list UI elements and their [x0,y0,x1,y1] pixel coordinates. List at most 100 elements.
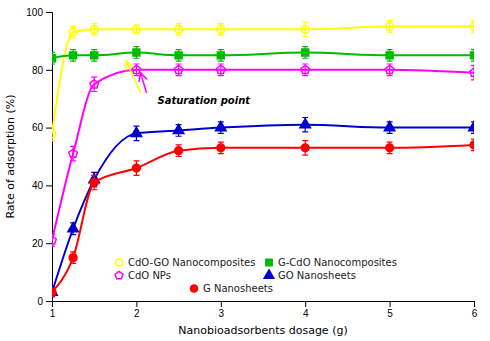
point [90,179,98,187]
series-line [52,70,474,241]
error-bar [70,50,76,62]
point [301,25,309,33]
y-tick-mark [46,243,52,244]
x-tick: 6 [472,301,478,319]
point [216,122,227,131]
point [173,124,184,133]
point [132,65,141,73]
x-tick-label: 5 [387,308,393,319]
x-tick-label: 2 [134,308,140,319]
annotations: Saturation point [126,61,251,106]
x-axis-line [53,302,475,308]
chart-container: 123456020406080100Nanobioadsorbents dosa… [0,0,490,341]
point [300,119,311,128]
legend-item: G-CdO Nanocomposites [266,257,397,268]
point [52,288,56,296]
error-bar [52,288,55,297]
point [301,65,310,73]
legend-symbol [115,259,122,266]
error-bar [91,175,97,189]
point [175,25,183,33]
error-bar [91,24,97,36]
error-bar [218,24,224,36]
legend-item: CdO NPs [115,270,171,281]
y-tick: 0 [37,296,52,307]
y-tick: 80 [32,65,52,76]
error-bar [70,252,76,264]
point [133,49,140,56]
point [470,68,474,76]
point [131,127,142,136]
point [175,147,183,155]
error-bar [302,22,308,36]
x-tick: 1 [50,301,56,319]
point [68,223,79,232]
error-bar [387,50,393,62]
x-tick: 3 [219,301,225,319]
x-tick-label: 1 [50,308,56,319]
x-tick-mark [305,301,306,307]
point [69,28,77,36]
x-tick-label: 6 [472,308,478,319]
point [52,55,55,62]
point [69,149,78,157]
point [217,144,225,152]
series [52,139,474,297]
error-bar [302,141,308,155]
point [52,236,56,244]
error-bar [133,161,139,175]
point [470,141,474,149]
series-line [52,26,474,133]
legend-symbol [115,271,123,278]
series [52,21,474,141]
legend-symbol [266,259,272,265]
series-line [52,52,474,58]
y-tick: 100 [26,7,52,18]
point [217,52,224,59]
y-tick-label: 80 [32,65,44,76]
point [470,23,474,31]
x-tick: 4 [303,301,309,319]
point [471,52,474,59]
error-bar [52,52,55,64]
point [132,25,140,33]
legend-label: CdO NPs [128,270,171,281]
error-bar [91,50,97,62]
point [386,23,394,31]
x-tick-mark [474,301,475,307]
error-bar [471,21,474,33]
y-tick-mark [46,12,52,13]
y-tick: 40 [32,180,52,191]
point [217,65,226,73]
y-tick-mark [46,301,52,302]
y-tick-label: 40 [32,180,44,191]
plot-area [52,21,474,297]
error-bar [70,26,76,38]
series [52,64,474,246]
series [52,47,474,64]
error-bar [52,126,55,140]
y-tick-label: 0 [37,296,43,307]
x-tick-mark [390,301,391,307]
point [385,65,394,73]
error-bar [387,142,393,154]
y-tick: 20 [32,238,52,249]
point [384,122,395,131]
x-tick: 5 [387,301,393,319]
x-axis: 1 2 3 4 5 6 [50,301,478,319]
legend-symbol [264,270,274,278]
point [469,122,474,131]
y-tick-label: 60 [32,122,44,133]
legend-label: GO Nanosheets [278,270,356,281]
y-axis: 0 20 40 60 80 100 [26,7,52,307]
x-tick-label: 3 [219,308,225,319]
legend: CdO-GO Nanocomposites G-CdO Nanocomposite… [115,257,397,294]
error-bar [176,24,182,36]
x-tick-label: 4 [303,308,309,319]
legend-label: CdO-GO Nanocomposites [128,257,255,268]
point [90,25,98,33]
point [386,52,393,59]
legend-label: G-CdO Nanocomposites [278,257,397,268]
y-tick-mark [46,128,52,129]
point [91,52,98,59]
